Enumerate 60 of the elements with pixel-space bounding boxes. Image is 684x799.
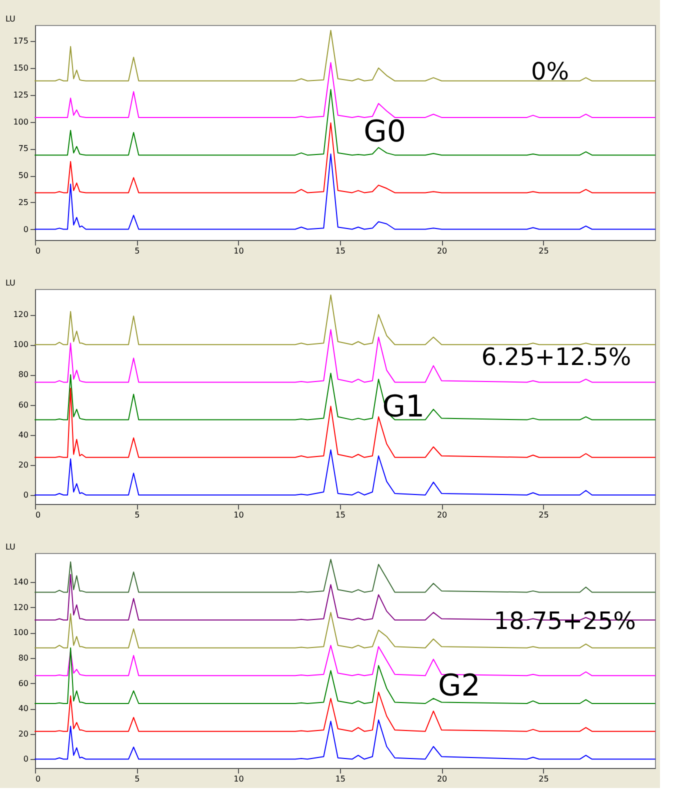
y-tick-label: 0: [23, 224, 28, 234]
x-tick-label: 25: [538, 774, 549, 784]
line-series: [34, 89, 656, 156]
y-tick-label: 50: [18, 171, 28, 180]
y-tick-label: 20: [18, 729, 28, 738]
y-tick-label: 60: [18, 678, 28, 688]
x-tick-label: 15: [335, 246, 346, 256]
y-axis-title: LU: [6, 278, 16, 288]
line-series: [34, 62, 656, 118]
line-series: [34, 388, 656, 458]
y-tick-label: 40: [18, 704, 28, 714]
y-tick-label: 100: [13, 117, 28, 126]
x-tick-label: 20: [436, 774, 448, 784]
x-tick-label: 10: [234, 510, 244, 520]
y-tick-label: 75: [18, 144, 28, 154]
line-series: [34, 329, 656, 383]
y-tick-label: 120: [13, 602, 28, 612]
x-tick-label: 10: [234, 774, 244, 784]
y-tick-label: 100: [13, 340, 28, 350]
y-tick-label: 150: [13, 64, 28, 72]
annotation: 6.25+12.5%: [481, 342, 632, 371]
y-tick-label: 25: [18, 198, 28, 207]
line-series: [34, 154, 656, 230]
x-tick-label: 5: [134, 774, 140, 784]
y-tick-label: 120: [13, 310, 28, 320]
x-tick-label: 0: [36, 510, 41, 520]
y-tick-label: 80: [18, 370, 28, 380]
line-series: [34, 647, 656, 704]
line-series: [34, 294, 656, 346]
x-tick-label: 5: [134, 246, 140, 256]
x-tick-label: 5: [134, 510, 140, 520]
x-tick-label: 20: [436, 246, 448, 256]
y-tick-label: 175: [13, 36, 28, 46]
line-series: [34, 558, 656, 593]
x-tick-label: 25: [538, 246, 549, 256]
x-tick-label: 15: [335, 510, 346, 520]
line-series: [34, 719, 656, 760]
annotation: G0: [364, 114, 406, 150]
annotation: 0%: [531, 57, 570, 86]
x-tick-label: 25: [538, 510, 549, 520]
y-tick-label: 140: [13, 578, 28, 587]
y-tick-label: 80: [18, 653, 28, 662]
annotation: G2: [438, 668, 480, 704]
line-series: [34, 449, 656, 496]
x-tick-label: 0: [36, 246, 41, 256]
line-series: [34, 30, 656, 82]
y-tick-label: 20: [18, 460, 28, 470]
x-tick-label: 15: [335, 774, 346, 784]
y-tick-label: 40: [18, 430, 28, 440]
x-tick-label: 20: [436, 510, 448, 520]
x-tick-label: 0: [36, 774, 41, 784]
y-axis-title: LU: [6, 542, 16, 552]
y-tick-label: 0: [23, 754, 28, 764]
y-tick-label: 125: [13, 90, 28, 100]
line-series: [34, 372, 656, 420]
y-tick-label: 60: [18, 400, 28, 410]
y-tick-label: 0: [23, 490, 28, 500]
y-tick-label: 100: [13, 628, 28, 638]
x-tick-label: 10: [234, 246, 244, 256]
y-axis-title: LU: [6, 14, 16, 24]
